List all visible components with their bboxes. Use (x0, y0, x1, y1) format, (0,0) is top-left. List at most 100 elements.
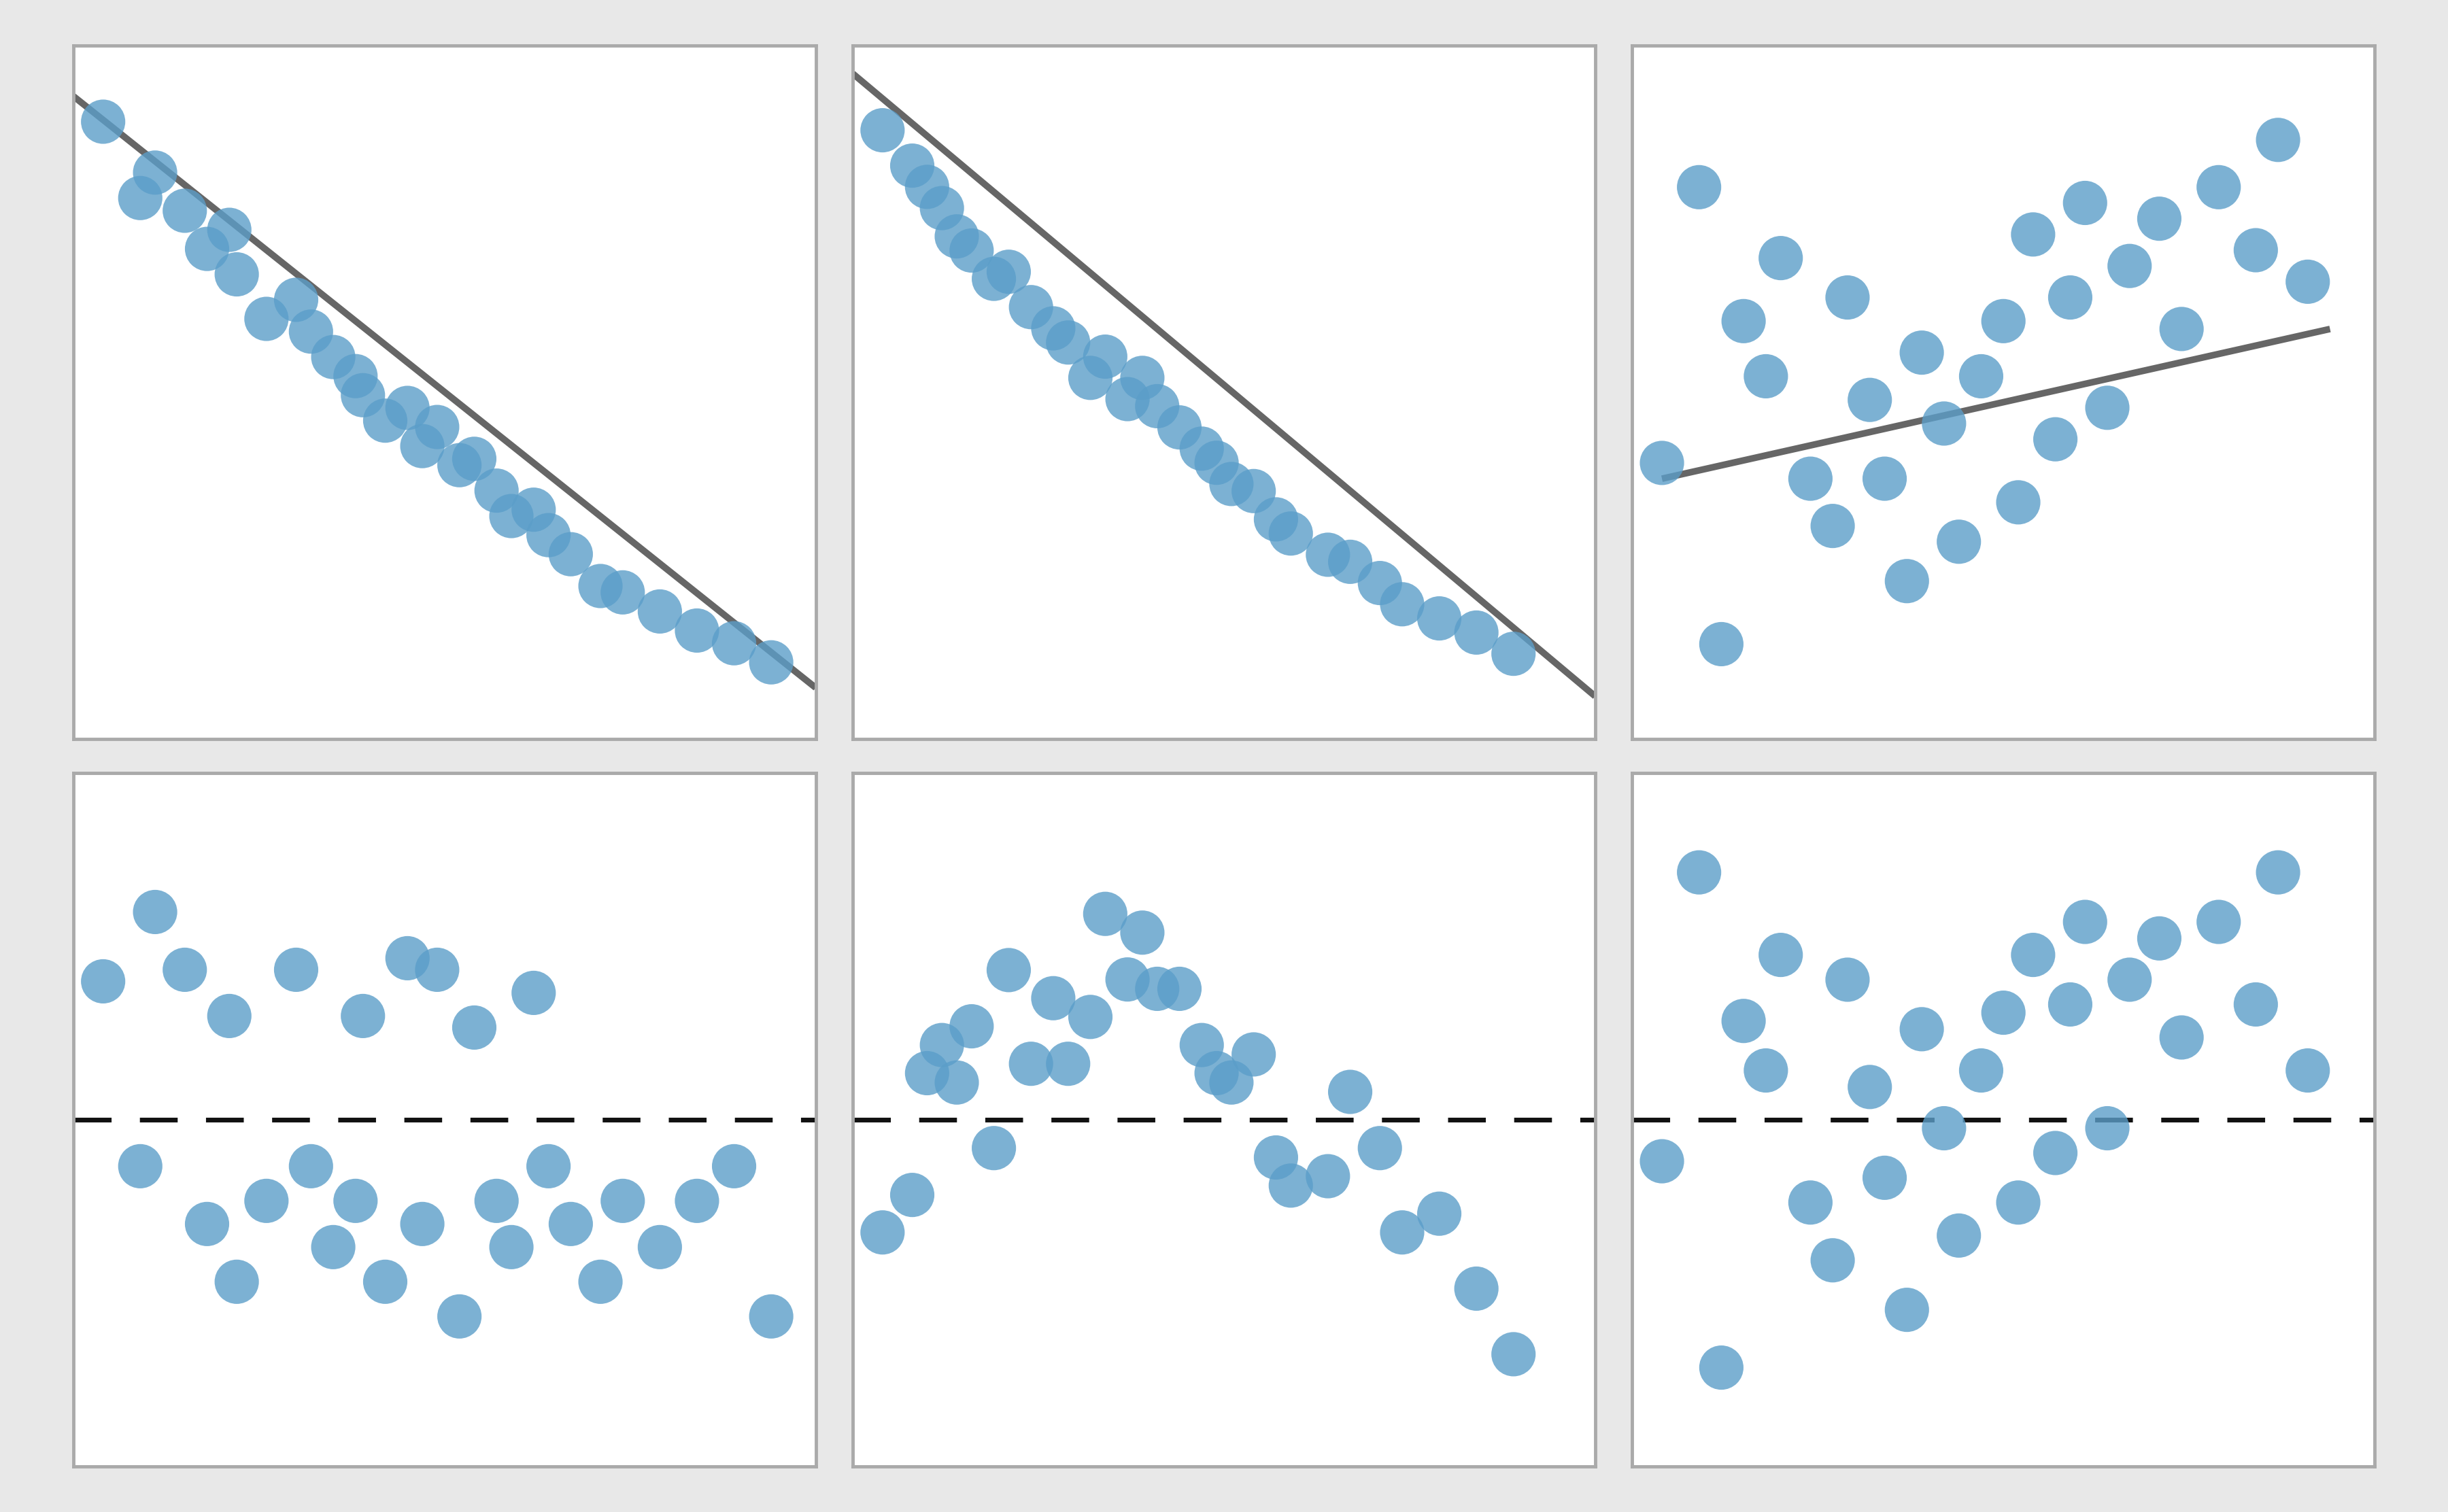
Point (1256, 507, 1295, 531)
Point (343, 383, 382, 407)
Point (1033, 986, 1072, 1010)
Point (2140, 207, 2179, 231)
Point (2051, 992, 2091, 1016)
Point (343, 1004, 382, 1028)
Point (989, 260, 1028, 284)
Point (551, 1213, 590, 1237)
Point (1939, 529, 1978, 553)
Point (1271, 1173, 1310, 1198)
Point (2235, 237, 2274, 262)
Point (1679, 175, 1718, 200)
Point (1814, 514, 1853, 538)
Point (247, 307, 286, 331)
Point (2162, 318, 2201, 342)
Point (83, 109, 122, 133)
Point (1745, 364, 1785, 389)
Point (2110, 968, 2149, 992)
Point (752, 650, 791, 674)
Point (1701, 632, 1741, 656)
Point (277, 287, 316, 311)
Point (211, 218, 250, 242)
Point (1961, 364, 2000, 389)
Point (455, 1016, 494, 1040)
Point (218, 262, 257, 286)
Point (864, 1220, 903, 1244)
Point (1924, 411, 1963, 435)
Point (678, 618, 717, 643)
Point (1138, 977, 1177, 1001)
Point (1679, 860, 1718, 885)
Point (2198, 175, 2237, 200)
Point (387, 947, 426, 971)
Point (441, 454, 480, 478)
Point (1814, 1249, 1853, 1273)
Point (974, 1136, 1013, 1160)
Point (602, 581, 641, 605)
Point (641, 1235, 681, 1259)
Point (2162, 1025, 2201, 1049)
Point (1851, 387, 1890, 411)
Point (2198, 910, 2237, 934)
Point (164, 957, 203, 981)
Point (580, 575, 619, 599)
Point (1212, 472, 1251, 496)
Point (1723, 1009, 1763, 1033)
Point (1493, 1343, 1532, 1367)
Point (1033, 316, 1072, 340)
Point (188, 1213, 228, 1237)
Point (1745, 1058, 1785, 1083)
Point (1493, 641, 1532, 665)
Point (1212, 1070, 1251, 1095)
Point (1084, 345, 1124, 369)
Point (2289, 1058, 2328, 1083)
Point (1851, 1075, 1890, 1099)
Point (277, 957, 316, 981)
Point (1197, 1061, 1236, 1086)
Point (441, 1305, 480, 1329)
Point (211, 1004, 250, 1028)
Point (1760, 246, 1799, 271)
Point (952, 239, 991, 263)
Point (1643, 451, 1682, 475)
Point (313, 345, 353, 369)
Point (1070, 1005, 1109, 1030)
Point (1361, 1136, 1400, 1160)
Point (1084, 901, 1124, 925)
Point (1182, 1033, 1222, 1057)
Point (908, 1061, 947, 1086)
Point (1829, 286, 1868, 310)
Point (1420, 1202, 1459, 1226)
Point (2088, 396, 2127, 420)
Point (247, 1188, 286, 1213)
Point (1760, 943, 1799, 968)
Point (974, 266, 1013, 290)
Point (2066, 191, 2105, 215)
Point (1902, 340, 1941, 364)
Point (404, 434, 443, 458)
Point (529, 523, 568, 547)
Point (419, 957, 458, 981)
Point (1332, 1080, 1371, 1104)
Point (1887, 1297, 1927, 1321)
Point (2037, 1142, 2076, 1166)
Point (2260, 860, 2299, 885)
Point (492, 503, 531, 528)
Point (291, 319, 330, 343)
Point (1109, 968, 1148, 992)
Point (1197, 451, 1236, 475)
Point (908, 175, 947, 200)
Point (1887, 569, 1927, 593)
Point (1011, 295, 1050, 319)
Point (1998, 490, 2037, 514)
Point (335, 364, 375, 389)
Point (989, 959, 1028, 983)
Point (1701, 1355, 1741, 1379)
Point (1961, 1058, 2000, 1083)
Point (752, 1305, 791, 1329)
Point (2037, 428, 2076, 452)
Point (2289, 269, 2328, 293)
Point (514, 497, 553, 522)
Point (894, 154, 933, 178)
Point (135, 160, 174, 184)
Point (1307, 543, 1346, 567)
